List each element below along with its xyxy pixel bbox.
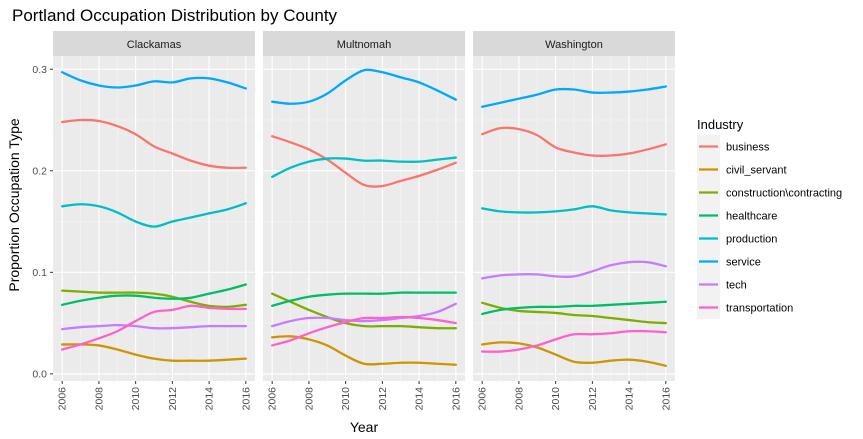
x-tick-label: 2010	[130, 387, 142, 411]
legend-label: transportation	[726, 303, 793, 315]
chart-title: Portland Occupation Distribution by Coun…	[12, 6, 338, 25]
series-line-multnomah-5	[271, 68, 457, 105]
x-axis-title: Year	[350, 419, 379, 435]
legend-label: tech	[726, 280, 747, 292]
facet-strip-label: Multnomah	[337, 39, 391, 51]
facet-strip-clackamas	[53, 31, 255, 56]
y-axis-title: Proportion Occupation Type	[6, 118, 22, 292]
x-tick-label: 2010	[340, 387, 352, 411]
facet-strip-label: Clackamas	[127, 39, 182, 51]
legend-items: business civil_servant construction\contra…	[697, 135, 842, 319]
series-line-washington-5	[481, 85, 667, 108]
legend-label: business	[726, 142, 770, 154]
legend-item: business	[697, 135, 770, 158]
legend-item: transportation	[697, 296, 793, 319]
series-line-clackamas-0	[61, 118, 247, 170]
series-line-multnomah-2	[271, 292, 457, 330]
series-line-multnomah-6	[271, 302, 457, 328]
series-line-washington-3	[481, 300, 667, 316]
series-line-washington-6	[481, 260, 667, 280]
series-line-washington-4	[481, 205, 667, 216]
series-line-clackamas-6	[61, 323, 247, 331]
legend-label: civil_servant	[726, 165, 787, 177]
series-line-clackamas-5	[61, 71, 247, 90]
facet-strip-washington	[473, 31, 675, 56]
series-line-clackamas-2	[61, 289, 247, 309]
panel-washington: Washington 2006 2008 2010 2012 2014 2016	[473, 31, 675, 410]
legend-item: construction\contracting	[697, 181, 842, 204]
panel-multnomah: Multnomah 2006 2008 2010 2012 2014 2016	[263, 31, 465, 410]
legend-title: Industry	[697, 117, 744, 132]
series-line-clackamas-1	[61, 343, 247, 362]
series-line-multnomah-4	[271, 156, 457, 179]
series-line-washington-2	[481, 301, 667, 325]
x-tick-label: 2012	[587, 387, 599, 411]
x-tick-label: 2014	[624, 387, 636, 411]
series-line-multnomah-3	[271, 291, 457, 307]
facet-strip-label: Washington	[545, 39, 603, 51]
y-tick-label: 0.2	[32, 165, 47, 177]
x-tick-label: 2014	[204, 387, 216, 411]
legend: Industry business civil_servant constructi…	[697, 117, 842, 319]
facet-strip-multnomah	[263, 31, 465, 56]
legend-item: tech	[697, 273, 747, 296]
x-tick-label: 2012	[377, 387, 389, 411]
y-tick-label: 0.3	[32, 64, 47, 76]
y-tick-label: 0.1	[32, 267, 47, 279]
x-tick-label: 2016	[660, 387, 672, 411]
x-tick-label: 2008	[513, 387, 525, 411]
x-tick-label: 2016	[450, 387, 462, 411]
panel-clackamas: Clackamas 2006 2008 2010 2012 2014 2016	[53, 31, 255, 410]
legend-label: production	[726, 234, 777, 246]
y-tick-label: 0.0	[32, 369, 47, 381]
legend-label: healthcare	[726, 211, 777, 223]
x-tick-label: 2012	[167, 387, 179, 411]
series-line-washington-0	[481, 126, 667, 157]
x-tick-label: 2006	[477, 387, 489, 411]
legend-label: construction\contracting	[726, 188, 842, 200]
legend-item: healthcare	[697, 204, 777, 227]
x-tick-label: 2008	[303, 387, 315, 411]
series-line-multnomah-1	[271, 335, 457, 366]
x-tick-label: 2008	[93, 387, 105, 411]
legend-label: service	[726, 257, 761, 269]
x-tick-label: 2010	[550, 387, 562, 411]
series-line-multnomah-7	[271, 315, 457, 347]
series-line-clackamas-7	[61, 304, 247, 351]
series-line-washington-1	[481, 341, 667, 367]
series-line-washington-7	[481, 329, 667, 353]
x-tick-label: 2016	[240, 387, 252, 411]
x-tick-label: 2006	[267, 387, 279, 411]
series-line-multnomah-0	[271, 135, 457, 188]
legend-item: service	[697, 250, 761, 273]
x-tick-label: 2006	[57, 387, 69, 411]
series-line-clackamas-4	[61, 202, 247, 228]
legend-item: civil_servant	[697, 158, 787, 181]
y-axis: 0.0 0.1 0.2 0.3	[32, 64, 53, 381]
series-line-clackamas-3	[61, 283, 247, 306]
x-tick-label: 2014	[414, 387, 426, 411]
legend-item: production	[697, 227, 777, 250]
